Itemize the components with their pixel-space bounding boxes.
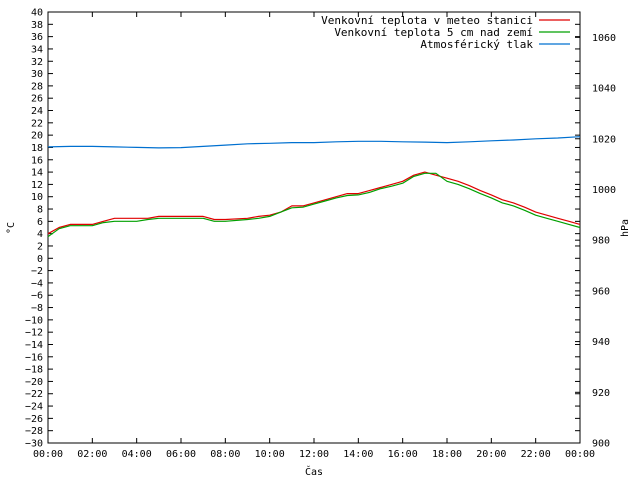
y-tick-label: 20 [31,131,43,142]
x-axis-label: Čas [305,465,323,478]
y-axis-label: °C [6,222,17,234]
y-tick-label: −14 [25,340,43,351]
y2-tick-label: 1000 [592,185,616,196]
plot-border [47,11,581,444]
y-tick-label: −22 [25,389,43,400]
x-tick-label: 12:00 [299,449,329,460]
series-line-3 [47,136,581,149]
y2-tick-label: 1020 [592,134,616,145]
y2-axis-label: hPa [620,219,631,237]
x-tick-label: 02:00 [77,449,107,460]
y2-tick-label: 1040 [592,84,616,95]
x-tick-label: 16:00 [388,449,418,460]
y-tick-label: −30 [25,439,43,450]
y-tick-label: 14 [31,168,43,179]
y-tick-label: 24 [31,106,43,117]
y-tick-label: 16 [31,155,43,166]
y-tick-label: −24 [25,402,43,413]
y2-tick-label: 940 [592,337,610,348]
y-tick-label: 32 [31,57,43,68]
y2-tick-label: 900 [592,439,610,450]
y-tick-label: −4 [31,278,43,289]
y-tick-label: 2 [37,241,43,252]
x-tick-label: 18:00 [432,449,462,460]
y-tick-label: 28 [31,81,43,92]
y-tick-label: −10 [25,315,43,326]
series-line-2 [47,172,581,238]
y-tick-label: 6 [37,217,43,228]
y-tick-label: 40 [31,8,43,19]
y-tick-label: 10 [31,192,43,203]
legend-label: Venkovní teplota 5 cm nad zemí [334,26,533,39]
x-tick-label: 00:00 [33,449,63,460]
y-tick-label: 38 [31,20,43,31]
legend: Venkovní teplota v meteo staniciVenkovní… [321,14,570,51]
y-tick-label: −6 [31,291,43,302]
legend-label: Atmosférický tlak [420,38,533,51]
x-tick-label: 04:00 [122,449,152,460]
y-tick-label: −2 [31,266,43,277]
x-tick-label: 20:00 [476,449,506,460]
y-tick-label: −26 [25,414,43,425]
series-lines [47,136,581,238]
legend-label: Venkovní teplota v meteo stanici [321,14,533,27]
y-tick-label: 0 [37,254,43,265]
y-tick-label: −20 [25,377,43,388]
y2-tick-label: 1060 [592,33,616,44]
x-tick-label: 22:00 [521,449,551,460]
y-tick-label: −16 [25,352,43,363]
y-tick-label: 22 [31,118,43,129]
y-tick-label: 8 [37,205,43,216]
y-tick-label: −8 [31,303,43,314]
y-tick-label: 4 [37,229,43,240]
x-tick-label: 06:00 [166,449,196,460]
y-tick-label: −18 [25,365,43,376]
y-tick-label: −12 [25,328,43,339]
x-tick-label: 14:00 [343,449,373,460]
y-tick-label: 34 [31,44,43,55]
y2-tick-label: 960 [592,286,610,297]
plot-frame [47,11,581,444]
series-line-1 [47,171,581,235]
y-tick-label: −28 [25,426,43,437]
y-tick-label: 12 [31,180,43,191]
x-tick-label: 00:00 [565,449,595,460]
x-tick-label: 10:00 [255,449,285,460]
y-tick-label: 36 [31,32,43,43]
y2-tick-label: 980 [592,236,610,247]
y-tick-label: 18 [31,143,43,154]
x-tick-label: 08:00 [210,449,240,460]
y-tick-label: 30 [31,69,43,80]
y2-tick-label: 920 [592,388,610,399]
axis-ticks: 4038363432302826242220181614121086420−2−… [25,8,616,461]
y-tick-label: 26 [31,94,43,105]
